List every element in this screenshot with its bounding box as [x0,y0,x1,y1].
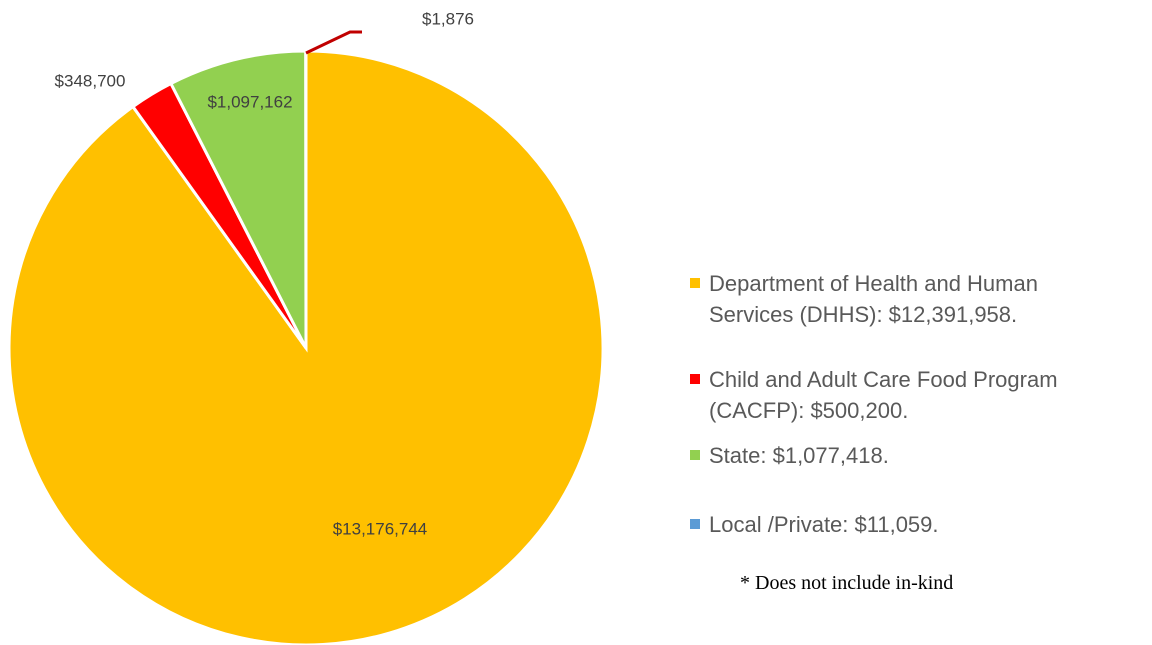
data-label: $1,097,162 [207,92,292,111]
leader-line [305,30,362,55]
legend-swatch [690,374,700,384]
legend-item: Local /Private: $11,059. [690,509,1110,540]
legend-label: State: $1,077,418. [709,443,889,468]
legend-label: Local /Private: $11,059. [709,512,939,537]
legend-item: State: $1,077,418. [690,440,1110,471]
data-label: $1,876 [422,9,474,28]
legend-swatch [690,278,700,288]
legend-swatch [690,450,700,460]
footnote: * Does not include in-kind [740,572,954,594]
data-label: $13,176,744 [333,519,428,538]
legend-label: Child and Adult Care Food Program (CACFP… [709,367,1058,423]
legend-item: Child and Adult Care Food Program (CACFP… [690,364,1110,426]
legend-label: Department of Health and Human Services … [709,271,1038,327]
data-label: $348,700 [55,71,126,90]
legend-swatch [690,519,700,529]
pie-slice [7,49,605,645]
legend-item: Department of Health and Human Services … [690,268,1110,330]
pie-slice [168,49,308,349]
